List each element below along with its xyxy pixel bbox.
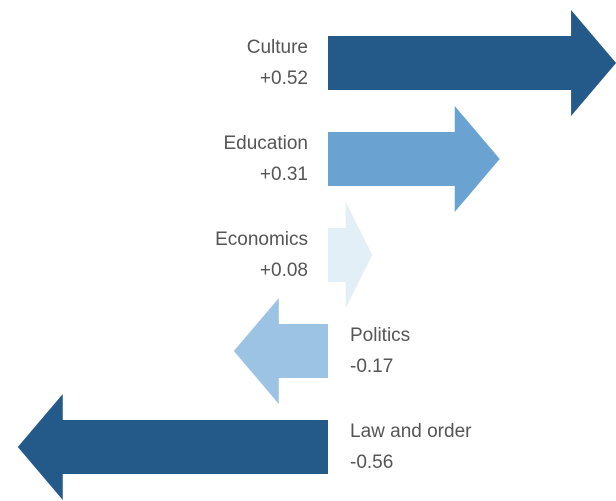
arrow xyxy=(328,202,373,308)
category-label: Culture xyxy=(247,37,308,58)
arrow xyxy=(328,106,500,212)
value-label: -0.56 xyxy=(350,452,393,473)
arrow xyxy=(328,10,616,116)
category-label: Politics xyxy=(350,325,410,346)
value-label: +0.31 xyxy=(260,164,308,185)
category-label: Law and order xyxy=(350,421,472,442)
value-label: -0.17 xyxy=(350,356,393,377)
category-label: Economics xyxy=(215,229,308,250)
arrow xyxy=(17,394,328,500)
value-label: +0.08 xyxy=(260,260,308,281)
category-label: Education xyxy=(223,133,308,154)
arrow xyxy=(233,298,328,404)
value-label: +0.52 xyxy=(260,68,308,89)
